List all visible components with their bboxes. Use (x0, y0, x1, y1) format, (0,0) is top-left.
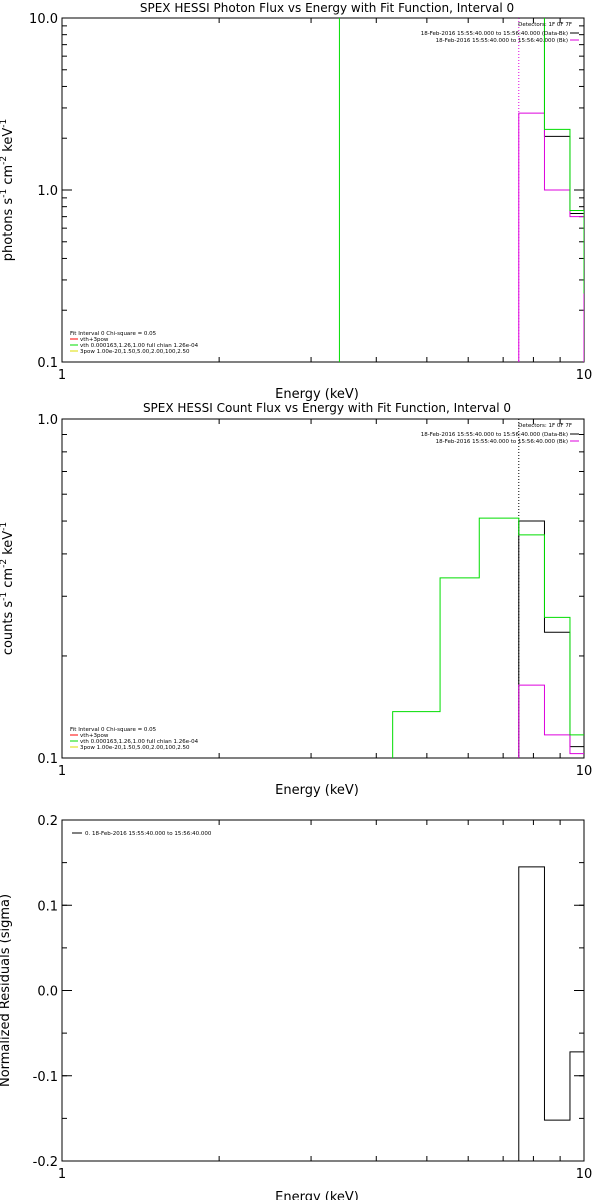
photon-y-label-exp-1: -1 (0, 189, 9, 198)
count-y-tick-label-0: 0.1 (37, 752, 58, 767)
count-detector-legend: Detectors: 1F 0F 7F (518, 423, 572, 429)
count-time-legend-0: 18-Feb-2016 15:55:40.000 to 15:56:40.000… (421, 432, 568, 438)
photon-y-label-part-2: cm (1, 165, 16, 189)
count-y-label-part-2: cm (1, 568, 16, 592)
photon-series-0 (518, 18, 584, 215)
count-fit-legend-3: 3pow 1.00e-20,1.50,5.00,2.00,100,2.50 (80, 745, 190, 751)
count-time-legend-1: 18-Feb-2016 15:55:40.000 to 15:56:40.000… (436, 439, 568, 445)
photon-time-legend-1: 18-Feb-2016 15:55:40.000 to 15:56:40.000… (436, 38, 568, 44)
count-fit-legend-1: vth+3pow (80, 733, 109, 739)
count-series-1 (518, 684, 584, 758)
photon-y-axis-label: photons s-1 cm-2 keV-1 (0, 119, 16, 261)
photon-x-tick-label-1: 10 (576, 368, 593, 383)
photon-fit-legend-1: vth+3pow (80, 337, 109, 343)
count-y-tick-label-1: 1.0 (37, 413, 58, 428)
photon-y-label-part-3: keV (1, 128, 16, 156)
photon-time-legend-0: 18-Feb-2016 15:55:40.000 to 15:56:40.000… (421, 31, 568, 37)
resid-x-tick-label-0: 1 (58, 1167, 66, 1182)
count-y-label-exp-1: -1 (0, 592, 9, 601)
photon-series-3 (543, 18, 584, 294)
photon-fit-legend-0: Fit Interval 0 Chi-square = 0.05 (70, 331, 157, 337)
resid-y-tick-label-1: -0.1 (33, 1070, 58, 1085)
count-fit-legend-0: Fit Interval 0 Chi-square = 0.05 (70, 727, 157, 733)
resid-x-axis-label: Energy (keV) (275, 1190, 359, 1200)
photon-y-label-part-1: photons s (1, 198, 16, 262)
count-y-label-part-1: counts s (1, 601, 16, 656)
photon-fit-legend-3: 3pow 1.00e-20,1.50,5.00,2.00,100,2.50 (80, 349, 190, 355)
resid-y-axis-label: Normalized Residuals (sigma) (0, 894, 13, 1087)
count-y-label-exp-2: -2 (0, 559, 9, 568)
photon-x-axis-label: Energy (keV) (275, 387, 359, 402)
count-panel-title: SPEX HESSI Count Flux vs Energy with Fit… (143, 401, 511, 415)
count-x-tick-label-0: 1 (58, 764, 66, 779)
photon-panel-title: SPEX HESSI Photon Flux vs Energy with Fi… (140, 1, 514, 15)
count-y-axis-label: counts s-1 cm-2 keV-1 (0, 522, 16, 655)
photon-flux-panel: SPEX HESSI Photon Flux vs Energy with Fi… (0, 1, 592, 402)
count-fit-legend-2: vth 0.000163,1.26,1.00 full chian 1.26e-… (80, 739, 199, 745)
photon-y-tick-label-2: 10.0 (29, 12, 58, 27)
residuals-panel: 1 10 -0.2 -0.1 0.0 0.1 0.2 Energy (keV) Normaliz… (0, 814, 592, 1200)
resid-y-label-part-1: Normalized Residuals (sigma) (0, 894, 13, 1087)
resid-plot-frame (61, 819, 585, 1162)
count-plot-frame (61, 418, 585, 759)
resid-interval-legend: 0. 18-Feb-2016 15:55:40.000 to 15:56:40.… (85, 831, 212, 837)
photon-y-tick-label-0: 0.1 (37, 356, 58, 371)
photon-y-label-exp-3: -1 (0, 119, 9, 128)
count-flux-panel: SPEX HESSI Count Flux vs Energy with Fit… (0, 401, 592, 798)
resid-y-tick-label-3: 0.1 (37, 899, 58, 914)
photon-y-label-exp-2: -2 (0, 156, 9, 165)
photon-x-tick-label-0: 1 (58, 368, 66, 383)
resid-x-tick-label-1: 10 (576, 1167, 593, 1182)
resid-y-tick-label-2: 0.0 (37, 985, 58, 1000)
resid-y-tick-label-0: -0.2 (33, 1155, 58, 1170)
count-x-tick-label-1: 10 (576, 764, 593, 779)
photon-fit-legend-2: vth 0.000163,1.26,1.00 full chian 1.26e-… (80, 343, 199, 349)
count-series-2 (392, 517, 584, 758)
count-x-axis-label: Energy (keV) (275, 783, 359, 798)
photon-series-1 (518, 112, 584, 362)
count-series-0 (518, 520, 584, 758)
photon-detector-legend: Detectors: 1F 0F 7F (518, 22, 572, 28)
photon-y-tick-label-1: 1.0 (37, 184, 58, 199)
count-y-label-part-3: keV (1, 531, 16, 559)
resid-series-0 (518, 866, 584, 1161)
count-y-label-exp-3: -1 (0, 522, 9, 531)
photon-plot-frame (61, 17, 585, 363)
resid-y-tick-label-4: 0.2 (37, 814, 58, 829)
